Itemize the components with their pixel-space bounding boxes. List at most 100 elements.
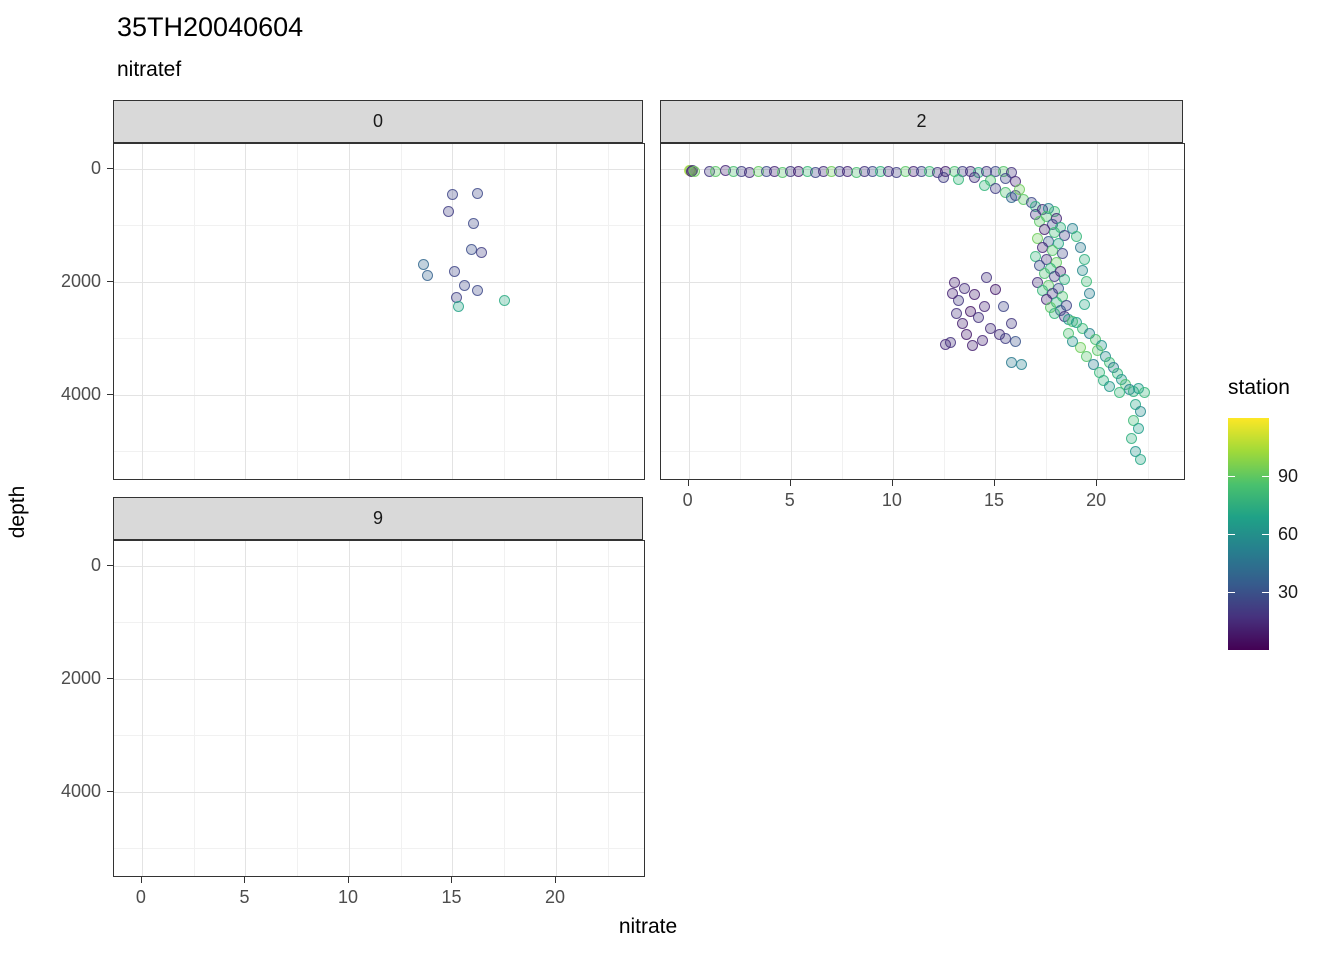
gridline-major-x [790,144,792,479]
data-point [1016,359,1028,371]
x-axis-tick-label: 0 [682,490,693,510]
gridline-minor-x [297,541,299,876]
gridline-major-y [114,678,644,680]
data-point [950,307,962,319]
data-point [1075,242,1087,254]
y-axis-tick [107,790,113,792]
gridline-major-y [114,791,644,793]
data-point [997,300,1009,312]
gridline-major-x [556,144,557,479]
y-axis-tick-label: 2000 [60,270,101,291]
y-axis-title: depth [6,485,29,539]
gridline-major-y [661,394,1184,396]
data-point [1009,336,1021,348]
gridline-major-x [452,541,454,876]
gridline-major-x [348,144,350,479]
data-point [1071,231,1083,243]
data-point [1089,333,1101,345]
data-point [965,306,976,318]
y-axis-tick-label: 2000 [60,667,101,688]
data-point [1083,287,1095,299]
facet-0-label: 0 [372,111,383,131]
data-point [449,266,461,278]
y-axis-tick-label: 0 [90,157,101,178]
gridline-major-x [141,541,143,876]
data-point [985,323,997,335]
data-point [1083,328,1095,340]
facet-0-strip: 0 [113,100,643,143]
data-point [956,317,968,329]
facet-0: 0 0 2000 4000 [61,100,645,480]
gridline-major-y [114,394,644,396]
data-point [1075,341,1087,353]
gridline-major-x [245,541,247,876]
x-axis-tick [1096,480,1098,486]
legend-colorbar-tick [1262,476,1269,477]
data-point [709,166,721,178]
gridline-minor-x [841,144,843,479]
data-point [1114,386,1126,398]
data-point [1005,317,1017,329]
data-point [1081,276,1093,288]
data-point [1005,191,1017,203]
gridline-major-x [688,144,690,479]
x-axis-tick-label: 15 [441,887,462,907]
data-point [418,259,429,271]
data-point [1061,299,1073,311]
data-point [946,288,958,300]
gridline-minor-y [114,338,644,340]
facet-2-label: 2 [916,111,927,131]
data-point [1091,345,1103,357]
facet-2-strip: 2 [660,100,1183,143]
data-point [422,269,434,281]
gridline-major-x [245,144,247,479]
gridline-minor-x [400,144,402,479]
data-point [1063,327,1075,339]
data-point [1132,423,1144,435]
data-point [958,283,970,295]
data-point [465,244,477,256]
plot-subtitle: nitratef [117,58,182,81]
data-point [475,246,487,258]
gridline-minor-x [1148,144,1150,479]
legend-tick-label: 60 [1278,524,1299,544]
gridline-minor-x [193,541,195,876]
data-point [689,165,701,177]
gridline-major-x [452,144,454,479]
plot-title: 35TH20040604 [117,12,304,42]
y-axis-tick-label: 4000 [60,383,101,404]
data-point [960,328,972,340]
gridline-minor-x [943,144,945,479]
x-axis-tick [555,877,556,883]
data-point [952,294,964,306]
facet-9-panel [113,540,645,877]
data-point [1056,247,1068,259]
data-point [981,272,993,284]
gridline-minor-y [661,338,1184,340]
y-axis-tick [107,564,113,566]
legend-tick-label: 30 [1278,582,1299,602]
data-point [1134,454,1146,466]
gridline-minor-x [739,144,741,479]
data-point [471,188,483,200]
data-point [973,311,985,323]
data-point [979,300,991,312]
gridline-major-y [114,565,644,567]
data-point [969,289,981,301]
gridline-minor-x [297,144,299,479]
legend-colorbar [1228,418,1269,650]
x-axis-tick-label: 20 [1086,490,1107,510]
gridline-major-y [661,281,1184,283]
gridline-minor-y [114,451,644,453]
x-axis-tick [789,480,791,486]
facet-0-panel [113,143,645,480]
gridline-major-y [114,281,644,283]
data-point [1126,433,1138,445]
y-axis-tick [107,280,113,282]
gridline-minor-y [661,225,1184,227]
y-axis-tick [107,167,113,169]
y-axis-tick [107,677,113,679]
x-axis-tick-label: 20 [544,887,566,907]
x-axis-tick [451,877,453,883]
